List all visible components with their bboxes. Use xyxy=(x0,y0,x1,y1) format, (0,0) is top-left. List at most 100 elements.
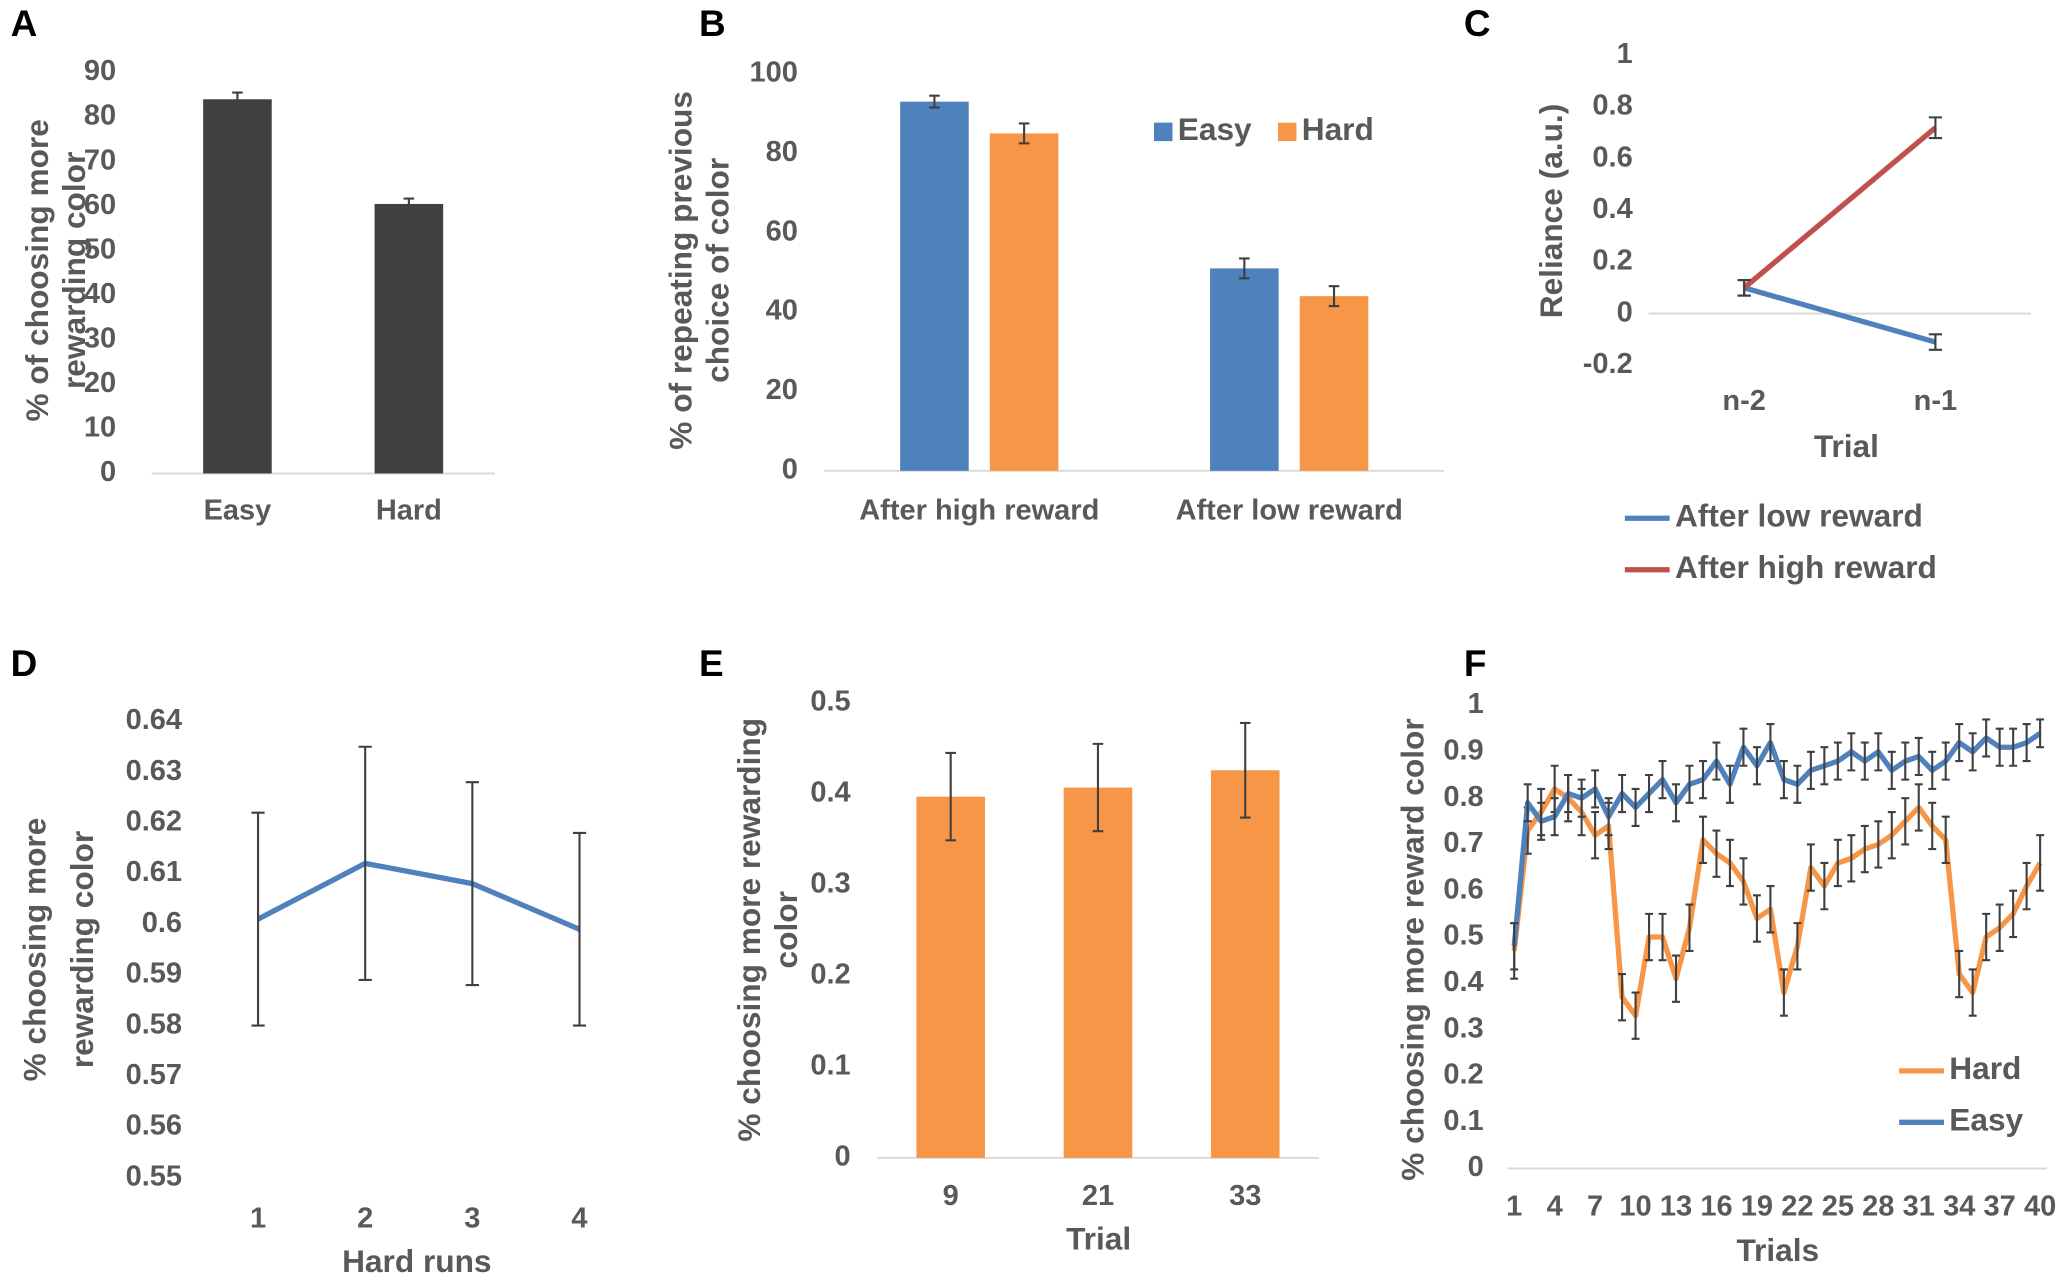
x-tick-label: 25 xyxy=(1822,1191,1854,1223)
y-tick-label: 0 xyxy=(1617,296,1633,328)
error-bar xyxy=(251,811,265,1027)
error-bar xyxy=(1779,760,1788,800)
line xyxy=(1743,285,1937,345)
y-tick-label: 0 xyxy=(100,456,116,488)
error-bar xyxy=(1833,838,1842,888)
error-bar xyxy=(929,94,940,109)
legend-label: After high reward xyxy=(1675,549,1937,585)
legend-label: Hard xyxy=(1949,1050,2021,1086)
y-tick-label: 0.58 xyxy=(126,1008,182,1040)
bar xyxy=(1210,268,1279,471)
error-bar xyxy=(1914,736,1923,777)
error-bar xyxy=(1239,721,1251,819)
x-tick-label: 10 xyxy=(1619,1191,1651,1223)
panel-letter: F xyxy=(1464,643,1487,684)
error-bar xyxy=(1860,741,1869,781)
error-bar xyxy=(1645,773,1653,814)
error-bar xyxy=(1982,912,1991,962)
x-axis-title: Trial xyxy=(1066,1220,1131,1256)
y-tick-label: 0 xyxy=(782,453,798,485)
x-tick-label: 13 xyxy=(1660,1191,1692,1223)
error-bar xyxy=(572,831,587,1027)
x-tick-label: 1 xyxy=(250,1203,266,1235)
y-axis-title: % choosing more xyxy=(16,818,52,1082)
y-tick-label: 0.9 xyxy=(1443,735,1483,767)
error-bar xyxy=(358,745,372,982)
error-bar xyxy=(2036,718,2045,749)
y-tick-label: 70 xyxy=(84,144,116,176)
y-tick-label: 0.57 xyxy=(126,1059,182,1091)
error-bar xyxy=(1955,723,1964,763)
panel: E% choosing more rewarding color Trial 0 0.1… xyxy=(699,643,1319,1256)
panel: B % of repeating previous choice of color 0… xyxy=(663,3,1445,526)
y-tick-label: 1 xyxy=(1617,38,1633,70)
y-tick-label: 0.8 xyxy=(1443,781,1483,813)
y-tick-label: 0.56 xyxy=(126,1110,182,1142)
y-tick-label: 0.6 xyxy=(142,907,182,939)
error-bar xyxy=(1658,760,1667,800)
panel-letter: E xyxy=(699,643,724,684)
error-bar xyxy=(1712,829,1721,878)
line xyxy=(1742,125,1938,290)
x-tick-label: 4 xyxy=(571,1203,587,1235)
y-tick-label: 40 xyxy=(766,295,798,327)
y-tick-label: 0.63 xyxy=(126,755,182,787)
y-tick-label: 100 xyxy=(750,57,798,89)
error-bar xyxy=(1537,801,1546,841)
bar xyxy=(1210,770,1280,1158)
y-tick-label: 40 xyxy=(84,278,116,310)
error-bar xyxy=(1874,820,1883,869)
error-bar xyxy=(1874,732,1883,772)
error-bar xyxy=(1510,922,1519,971)
x-axis-title: Hard runs xyxy=(342,1243,491,1279)
error-bar xyxy=(1631,991,1640,1040)
error-bar xyxy=(1793,764,1802,804)
error-bar xyxy=(1941,741,1950,781)
x-tick-label: 9 xyxy=(943,1180,959,1212)
error-bar xyxy=(1914,783,1923,832)
y-axis-title: Reliance (a.u.) xyxy=(1533,104,1569,319)
panel: A % of choosing more rewarding color 0 10 20 3… xyxy=(11,3,495,526)
error-bar xyxy=(1928,801,1937,851)
y-tick-label: 20 xyxy=(84,367,116,399)
error-bar xyxy=(1645,912,1653,962)
x-tick-label: 3 xyxy=(464,1203,480,1235)
y-tick-label: 0.3 xyxy=(1443,1012,1483,1044)
error-bar xyxy=(1806,843,1815,892)
x-tick-label: Easy xyxy=(204,494,272,526)
y-axis-title: rewarding color xyxy=(56,152,92,389)
error-bar xyxy=(2009,889,2018,939)
error-bar xyxy=(1239,257,1250,280)
y-axis-title: % of choosing more xyxy=(19,119,55,421)
bar xyxy=(1299,296,1369,471)
error-bar xyxy=(1941,815,1950,865)
error-bar xyxy=(1806,750,1815,790)
error-bar xyxy=(1618,972,1627,1022)
error-bar xyxy=(1739,857,1748,906)
y-tick-label: 0.4 xyxy=(1592,193,1632,225)
y-tick-label: 30 xyxy=(84,322,116,354)
x-tick-label: 22 xyxy=(1781,1191,1813,1223)
legend-label: Easy xyxy=(1949,1102,2023,1138)
line xyxy=(256,860,581,932)
y-tick-label: 0.2 xyxy=(1592,245,1632,277)
error-bar xyxy=(1618,773,1627,814)
y-tick-label: 20 xyxy=(766,374,798,406)
y-tick-label: 0.1 xyxy=(810,1050,850,1082)
y-tick-label: 0.6 xyxy=(1443,873,1483,905)
legend-swatch xyxy=(1277,122,1297,142)
x-axis-title: Trial xyxy=(1814,428,1879,464)
y-axis-title: rewarding color xyxy=(64,831,100,1068)
error-bar xyxy=(1725,838,1734,888)
error-bar xyxy=(1752,746,1761,786)
error-bar xyxy=(1604,797,1613,837)
y-axis-title: choice of color xyxy=(699,158,735,383)
x-axis-title: Trials xyxy=(1736,1232,1819,1268)
error-bar xyxy=(1793,922,1802,971)
error-bar xyxy=(1658,912,1667,962)
bar xyxy=(203,99,272,474)
y-axis-title: color xyxy=(768,891,804,968)
panel: D % choosing more rewarding color Hard runs… xyxy=(11,643,588,1279)
y-tick-label: 0.59 xyxy=(126,958,182,990)
